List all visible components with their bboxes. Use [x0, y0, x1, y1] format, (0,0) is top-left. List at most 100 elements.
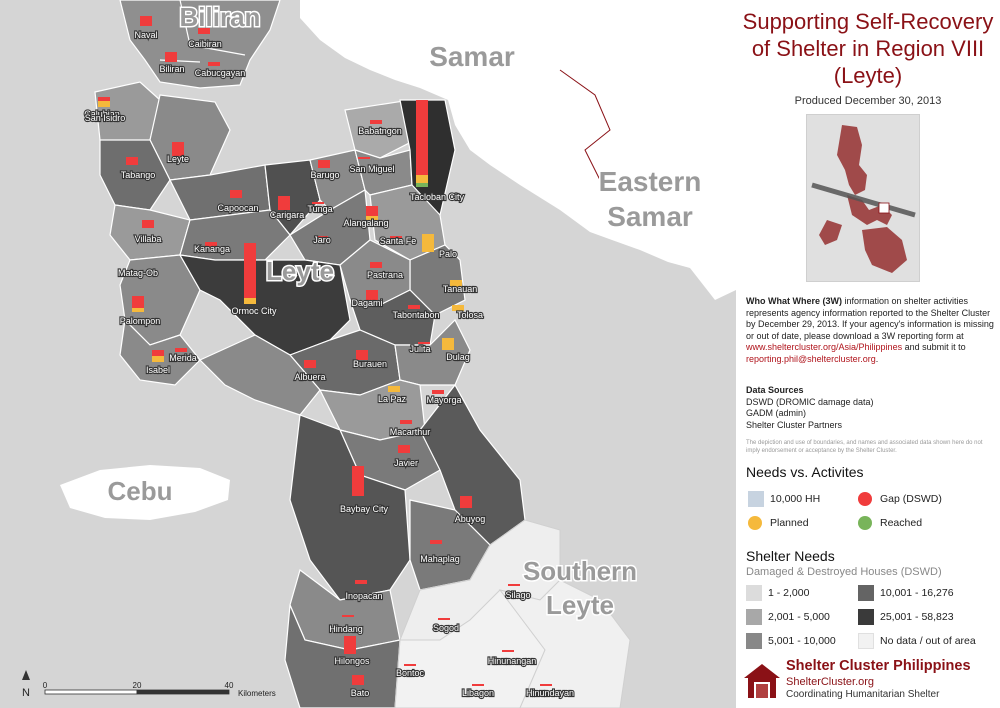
municipality-label-babatngon: Babatngon	[358, 126, 402, 136]
class-row: 5,001 - 10,000	[746, 633, 836, 649]
gap-bar-kananga	[205, 242, 217, 248]
municipality-label-la_paz: La Paz	[378, 394, 407, 404]
class-swatch	[858, 585, 874, 601]
municipality-label-tabontabon: Tabontabon	[392, 310, 439, 320]
data-source-item: Shelter Cluster Partners	[746, 419, 843, 430]
planned-bar-ormoc	[244, 298, 256, 304]
municipality-label-mayorga: Mayorga	[426, 395, 461, 405]
needs-symbols	[98, 16, 552, 686]
info-mid: and submit it to	[902, 342, 966, 352]
data-source-item: DSWD (DROMIC damage data)	[746, 396, 874, 407]
scale-tick-20: 20	[133, 681, 142, 690]
municipality-label-abuyog: Abuyog	[455, 514, 486, 524]
page-title: Supporting Self-Recovery of Shelter in R…	[742, 9, 994, 88]
gap-bar-caibiran	[198, 28, 210, 34]
gap-bar-cabucgayan	[208, 62, 220, 66]
municipality-label-sogod: Sogod	[433, 623, 459, 633]
municipality-label-caibiran: Caibiran	[188, 39, 222, 49]
reporting-link[interactable]: www.sheltercluster.org/Asia/Philippines	[746, 342, 903, 352]
planned-bar-palo	[422, 234, 434, 252]
municipality-label-leyte: Leyte	[167, 154, 189, 164]
municipality-label-cabucgayan: Cabucgayan	[195, 68, 246, 78]
cebu-land	[60, 465, 230, 520]
gap-bar-babatngon	[370, 120, 382, 124]
gap-bar-calubian	[98, 97, 110, 101]
municipality-label-albuera: Albuera	[294, 372, 325, 382]
municipality-label-tabango: Tabango	[121, 170, 156, 180]
gap-bar-carigara	[278, 196, 290, 210]
gap-bar-tabango	[126, 157, 138, 165]
gap-bar-burauen	[356, 350, 368, 360]
planned-dot	[748, 516, 762, 530]
municipality-label-hilongos: Hilongos	[334, 656, 370, 666]
gap-bar-libagon	[472, 684, 484, 686]
gap-bar-villaba	[142, 220, 154, 228]
region-label-eastern-samar: Samar	[607, 201, 693, 232]
gap-bar-hinundayan	[540, 684, 552, 686]
gap-bar-abuyog	[460, 496, 472, 508]
gap-bar-capoocan	[230, 190, 242, 198]
data-sources-title: Data Sources	[746, 385, 804, 395]
class-label: 10,001 - 16,276	[880, 587, 954, 599]
class-row: 2,001 - 5,000	[746, 609, 830, 625]
gap-bar-bato	[352, 675, 364, 685]
class-label: 5,001 - 10,000	[768, 635, 836, 647]
planned-bar-san_isidro	[98, 101, 110, 107]
reporting-email-link[interactable]: reporting.phil@sheltercluster.org	[746, 353, 876, 364]
needs-legend-title: Needs vs. Activites	[746, 464, 864, 480]
municipality-label-matag_ob: Matag-Ob	[118, 268, 158, 278]
planned-bar-tanauan	[450, 280, 462, 290]
info-lead: Who What Where (3W)	[746, 296, 842, 306]
gap-bar-isabel	[152, 350, 164, 356]
municipality-label-dulag: Dulag	[446, 352, 470, 362]
gap-bar-alangalang	[366, 206, 378, 216]
gap-dot	[858, 492, 872, 506]
municipality-label-san_miguel: San Miguel	[349, 164, 394, 174]
house-logo-icon	[744, 664, 780, 698]
samar-land	[300, 0, 736, 300]
planned-bar-tacloban	[416, 175, 428, 183]
class-label: 2,001 - 5,000	[768, 611, 830, 623]
disclaimer: The depiction and use of boundaries, and…	[746, 440, 983, 454]
gap-bar-baybay	[352, 466, 364, 496]
side-panel: Supporting Self-Recovery of Shelter in R…	[736, 0, 1000, 708]
municipality-label-tunga: Tunga	[307, 204, 332, 214]
municipality-label-hindang: Hindang	[329, 624, 363, 634]
legend-planned-label: Planned	[770, 517, 809, 529]
planned-bar-palompon	[132, 308, 144, 312]
produced-date: Produced December 30, 2013	[794, 95, 942, 107]
municipality-label-merida: Merida	[169, 353, 197, 363]
shelter-legend-subtitle: Damaged & Destroyed Houses (DSWD)	[746, 566, 942, 578]
class-label: 25,001 - 58,823	[880, 611, 954, 623]
gap-bar-san_miguel	[358, 157, 370, 159]
shelter-legend-title: Shelter Needs	[746, 548, 835, 564]
municipality-label-san_isidro: San Isidro	[85, 113, 126, 123]
legend-hh: 10,000 HH	[748, 491, 820, 507]
gap-bar-leyte	[172, 142, 184, 156]
gap-bar-tabontabon	[408, 305, 420, 309]
info-end: .	[875, 353, 879, 364]
municipality-label-tolosa: Tolosa	[457, 310, 483, 320]
philippines-inset-map	[806, 114, 920, 282]
municipality-label-inopacan: Inopacan	[345, 591, 382, 601]
municipality-label-tanauan: Tanauan	[443, 284, 478, 294]
gap-bar-tacloban	[416, 100, 428, 175]
reached-dot	[858, 516, 872, 530]
planned-bar-dulag	[442, 338, 454, 350]
municipality-label-hinunangan: Hinunangan	[488, 656, 537, 666]
gap-bar-albuera	[304, 360, 316, 368]
region-label-southern: Southern	[523, 556, 637, 586]
municipality-label-libagon: Libagon	[462, 688, 494, 698]
hh-swatch	[748, 491, 764, 507]
logo-tagline: Coordinating Humanitarian Shelter	[786, 689, 940, 700]
municipality-label-calubian: Calubian	[84, 109, 120, 119]
leyte-municipalities	[94, 81, 526, 708]
class-label: No data / out of area	[880, 635, 976, 647]
class-row: No data / out of area	[858, 633, 976, 649]
class-row: 1 - 2,000	[746, 585, 809, 601]
municipality-label-hinundayan: Hinundayan	[526, 688, 574, 698]
municipality-label-palompon: Palompon	[120, 316, 161, 326]
gap-bar-silago	[508, 584, 520, 586]
shelter-cluster-logo[interactable]: Shelter Cluster Philippines ShelterClust…	[740, 658, 996, 704]
